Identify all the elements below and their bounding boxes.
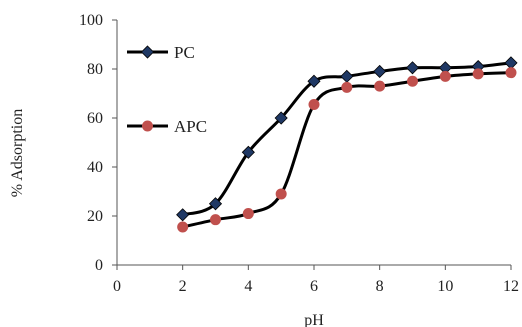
y-tick-label: 20 [87, 208, 103, 225]
data-point-apc [341, 81, 353, 93]
y-tick-label: 80 [87, 61, 103, 78]
legend-label-apc: APC [174, 117, 207, 136]
y-tick-label: 100 [79, 12, 103, 29]
data-point-pc [208, 197, 223, 211]
data-point-pc [241, 145, 255, 159]
data-point-apc [439, 70, 451, 82]
data-point-apc [472, 68, 484, 80]
data-point-pc [340, 69, 354, 83]
x-ticks: 0 2 4 6 8 10 12 [113, 265, 519, 295]
data-point-apc [177, 221, 189, 233]
x-tick-label: 2 [179, 278, 187, 295]
x-tick-label: 10 [437, 278, 453, 295]
x-tick-label: 6 [310, 278, 318, 295]
y-ticks: 0 20 40 60 80 100 [79, 12, 117, 274]
data-point-apc [275, 188, 287, 200]
data-point-pc [176, 208, 190, 222]
data-point-apc [374, 80, 386, 92]
data-point-pc [373, 64, 387, 79]
x-tick-label: 12 [503, 278, 519, 295]
x-axis-title: pH [304, 312, 324, 327]
data-point-pc [274, 111, 288, 125]
legend-marker-pc [140, 45, 155, 59]
y-tick-label: 0 [95, 257, 103, 274]
legend-label-pc: PC [174, 43, 195, 62]
series-pc [176, 56, 518, 222]
legend-marker-apc [142, 120, 153, 132]
y-tick-label: 60 [87, 110, 103, 127]
x-tick-label: 4 [244, 278, 252, 295]
series-line-apc [182, 71, 512, 229]
data-point-apc [407, 75, 418, 87]
data-point-apc [505, 67, 517, 79]
data-point-pc [307, 74, 321, 88]
plot-area [176, 56, 518, 233]
series-apc [177, 67, 517, 233]
data-point-apc [242, 208, 254, 220]
data-point-pc [405, 61, 420, 75]
x-tick-label: 0 [113, 278, 121, 295]
data-point-apc [308, 99, 320, 111]
x-tick-label: 8 [376, 278, 384, 295]
legend-item-apc: APC [127, 117, 207, 136]
data-point-pc [504, 56, 518, 70]
legend-item-pc: PC [127, 43, 195, 62]
data-point-apc [210, 214, 221, 226]
legend: PC APC [127, 43, 207, 136]
y-tick-label: 40 [87, 159, 103, 176]
y-axis-title: % Adsorption [9, 109, 26, 197]
